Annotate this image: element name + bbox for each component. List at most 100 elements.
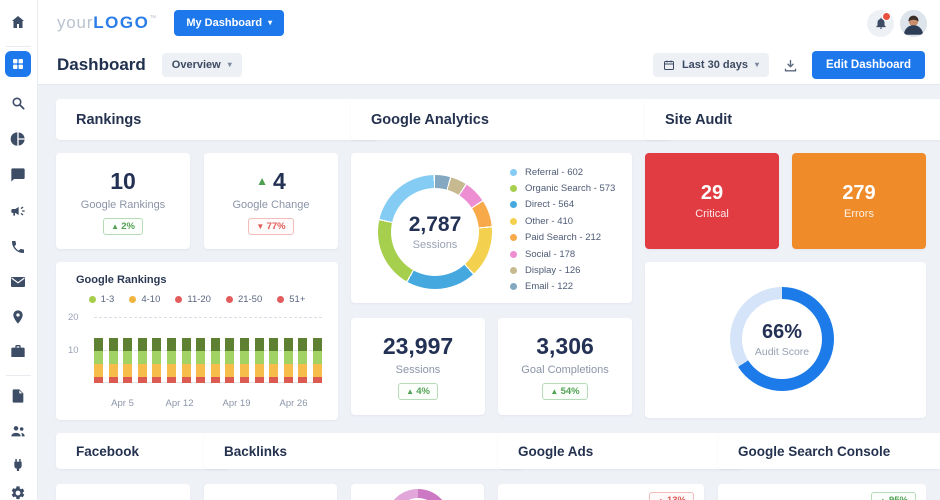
trend-badge: 54% [542, 383, 588, 400]
briefcase-icon [11, 345, 25, 357]
notification-dot [882, 11, 891, 21]
sidebar-item-briefcase[interactable] [10, 343, 26, 359]
alert-label: Critical [695, 208, 729, 220]
legend-label: 1-3 [100, 294, 115, 305]
sidebar-item-location[interactable] [10, 309, 26, 325]
chart-title: Google Rankings [76, 274, 167, 286]
my-dashboard-button[interactable]: My Dashboard ▾ [174, 10, 285, 36]
bar-segment [269, 376, 279, 383]
edit-dashboard-button[interactable]: Edit Dashboard [812, 51, 925, 79]
view-selector-label: Overview [171, 59, 221, 71]
bar-segment [108, 376, 118, 383]
stat-label: Google Change [232, 198, 310, 211]
google-ads-section-header: Google Ads [498, 433, 744, 469]
notifications-button[interactable] [867, 9, 894, 37]
legend-dot [510, 267, 517, 275]
stacked-bar [239, 337, 249, 383]
legend-item: 21-50 [225, 294, 263, 305]
legend-dot [225, 296, 233, 303]
google-ads-title: Google Ads [518, 443, 594, 459]
download-button[interactable] [779, 54, 802, 77]
bar-segment [152, 363, 162, 377]
x-tick-label: Apr 26 [279, 398, 308, 409]
sidebar-item-email[interactable] [10, 274, 26, 290]
bar-segment [181, 363, 191, 377]
bar-segment [312, 376, 322, 383]
stacked-bar [225, 337, 235, 383]
avatar-person-icon [900, 9, 927, 37]
bar-segment [196, 363, 206, 377]
donut-legend: Referral - 602 Organic Search - 573 Direct… [510, 164, 615, 295]
edit-dashboard-label: Edit Dashboard [826, 59, 911, 71]
view-selector[interactable]: Overview ▾ [161, 53, 242, 77]
sidebar-item-chat[interactable] [10, 167, 26, 183]
legend-label: Email - 122 [525, 281, 574, 293]
x-tick-label: Apr 12 [165, 398, 194, 409]
facebook-title: Facebook [76, 443, 140, 459]
bar-segment [166, 350, 176, 364]
bar-segment [254, 363, 264, 377]
legend-dot [510, 217, 517, 225]
date-range-selector[interactable]: Last 30 days ▾ [652, 53, 770, 77]
logo-prefix: your [57, 13, 94, 32]
stat-label: Goal Completions [521, 364, 609, 376]
search-console-section-header: Google Search Console [718, 433, 940, 469]
bar-segment [166, 363, 176, 377]
sidebar-item-search[interactable] [10, 95, 26, 111]
legend-item: Email - 122 [510, 279, 615, 295]
chat-icon [11, 168, 25, 182]
legend-dot [277, 296, 285, 303]
megaphone-icon [11, 206, 25, 216]
sidebar-item-plug[interactable] [10, 457, 26, 473]
sidebar-item-megaphone[interactable] [10, 203, 26, 219]
sidebar-item-home[interactable] [10, 14, 26, 30]
bar-segment [239, 363, 249, 377]
logo-trademark: ™ [149, 15, 157, 22]
search-icon [12, 97, 25, 110]
bar-segment [210, 376, 220, 383]
sidebar-item-settings[interactable] [10, 485, 26, 500]
bar-segment [196, 376, 206, 383]
legend-label: 11-20 [187, 294, 211, 305]
legend-label: Paid Search - 212 [525, 232, 602, 244]
analytics-section-header: Google Analytics [351, 99, 672, 140]
my-dashboard-label: My Dashboard [186, 17, 263, 29]
app-logo: your LOGO ™ [57, 13, 156, 33]
legend-item: Referral - 602 [510, 164, 615, 180]
sidebar-item-dashboard[interactable] [5, 51, 31, 77]
sidebar-item-document[interactable] [10, 388, 26, 404]
audit-score-value: 66% [761, 320, 803, 343]
sessions-stat-card: 23,997 Sessions 4% [351, 318, 485, 415]
legend-dot [510, 250, 517, 258]
legend-label: 21-50 [237, 294, 263, 305]
sidebar-item-phone[interactable] [10, 239, 26, 255]
trend-badge: 2% [103, 217, 143, 235]
bar-segment [225, 376, 235, 383]
google-ads-partial-card: 13% [498, 484, 704, 500]
donut-center: 2,787 Sessions [391, 188, 479, 276]
top-bar: your LOGO ™ My Dashboard ▾ [37, 0, 940, 47]
document-icon [12, 389, 24, 403]
partial-donut-hole [394, 498, 441, 500]
bar-segment [225, 363, 235, 377]
stacked-bar [152, 337, 162, 383]
top-right-actions [867, 9, 927, 37]
bar-segment [312, 337, 322, 351]
chevron-down-icon: ▾ [755, 60, 760, 69]
bar-segment [254, 350, 264, 364]
y-tick-label: 10 [68, 344, 79, 356]
bar-segment [254, 337, 264, 351]
legend-dot [88, 296, 96, 303]
rankings-section-header: Rankings [56, 99, 378, 140]
bar-segment [181, 337, 191, 351]
stacked-bar [283, 337, 293, 383]
bar-segment [94, 337, 103, 351]
stat-value: ▲ 4 [256, 168, 286, 195]
user-avatar[interactable] [900, 9, 927, 37]
legend-item: 51+ [277, 294, 305, 305]
sidebar-item-users[interactable] [10, 423, 26, 439]
trend-badge: 77% [248, 217, 294, 235]
sidebar-item-pie-chart[interactable] [10, 131, 26, 147]
bar-segment [137, 337, 147, 351]
legend-dot [510, 283, 517, 291]
